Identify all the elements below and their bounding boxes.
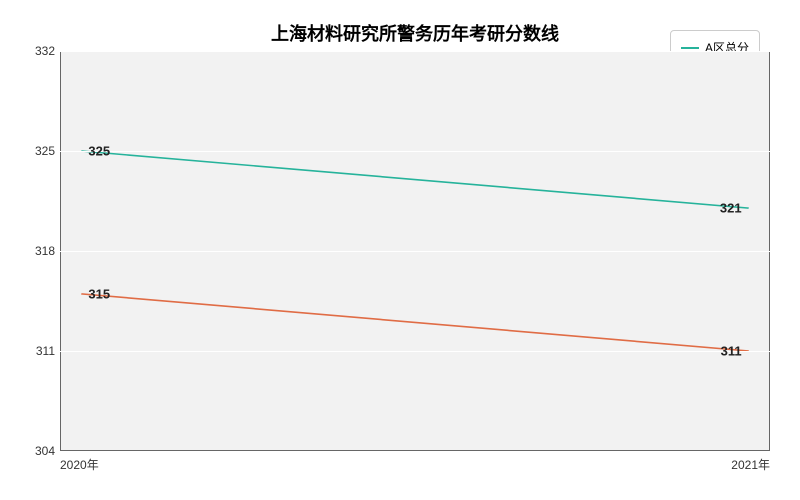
chart-title: 上海材料研究所警务历年考研分数线 <box>60 20 770 46</box>
grid-line <box>60 51 770 52</box>
legend-line-a <box>681 47 699 49</box>
y-tick-label: 332 <box>20 44 55 58</box>
data-label: 321 <box>720 201 742 216</box>
data-label: 315 <box>88 286 110 301</box>
x-tick-label: 2021年 <box>731 456 770 473</box>
grid-line <box>60 451 770 452</box>
y-tick-label: 311 <box>20 344 55 358</box>
data-label: 325 <box>88 144 110 159</box>
data-label: 311 <box>721 344 742 359</box>
y-tick-label: 318 <box>20 244 55 258</box>
y-tick-label: 304 <box>20 444 55 458</box>
y-tick-label: 325 <box>20 144 55 158</box>
grid-line <box>60 251 770 252</box>
chart-container: 上海材料研究所警务历年考研分数线 A区总分 B区总分 3043113183253… <box>0 0 800 500</box>
series-line <box>81 294 748 351</box>
series-line <box>81 151 748 208</box>
x-tick-label: 2020年 <box>60 456 99 473</box>
plot-area: 3043113183253322020年2021年325321315311 <box>60 51 770 451</box>
grid-line <box>60 151 770 152</box>
grid-line <box>60 351 770 352</box>
